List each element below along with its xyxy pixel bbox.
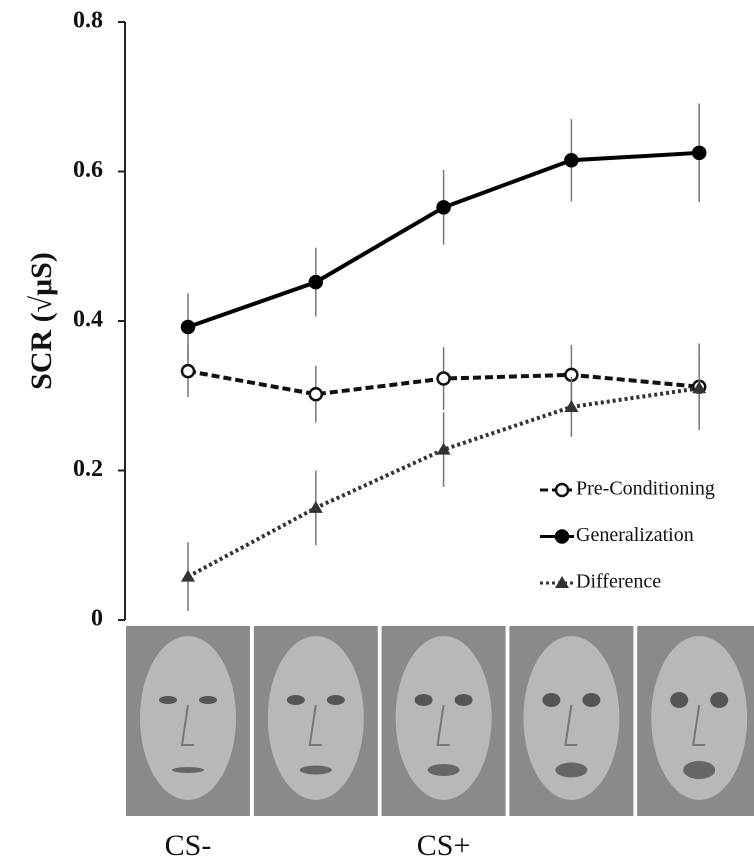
- mouth: [555, 762, 588, 778]
- y-tick-label: 0: [91, 606, 103, 632]
- nose: [180, 704, 194, 746]
- eye: [670, 692, 689, 708]
- marker: [180, 363, 196, 379]
- marker: [692, 381, 707, 394]
- face-image: [126, 626, 250, 816]
- legend-marker: [554, 529, 570, 544]
- mouth: [172, 767, 204, 773]
- series-line: [187, 386, 700, 579]
- face: [395, 636, 492, 800]
- eye: [159, 696, 177, 704]
- face-image: [381, 626, 506, 816]
- marker: [564, 153, 579, 168]
- eye: [542, 693, 561, 707]
- mouth: [299, 765, 332, 775]
- nose: [692, 704, 706, 746]
- eye: [199, 696, 217, 704]
- mouth: [683, 761, 716, 779]
- eye: [286, 695, 305, 705]
- face: [267, 636, 364, 800]
- eye: [582, 693, 601, 707]
- marker: [308, 387, 324, 402]
- legend-label: Generalization: [576, 524, 694, 546]
- legend-label: Difference: [576, 571, 661, 593]
- marker: [180, 319, 196, 335]
- marker: [436, 371, 451, 386]
- face: [140, 636, 236, 800]
- y-tick-label: 0.2: [73, 456, 103, 482]
- x-tick-label: CS-: [165, 829, 212, 862]
- marker: [308, 500, 323, 513]
- mouth: [427, 764, 460, 776]
- face-image: [637, 626, 754, 816]
- face-image: [509, 626, 634, 816]
- marker: [564, 399, 579, 412]
- face: [523, 636, 620, 800]
- nose: [308, 704, 322, 746]
- marker: [691, 145, 707, 161]
- marker: [436, 200, 451, 215]
- legend-label: Pre-Conditioning: [576, 478, 715, 500]
- face: [651, 636, 748, 800]
- marker: [436, 442, 451, 455]
- eye: [414, 694, 433, 706]
- face-image: [253, 626, 378, 816]
- legend-marker: [554, 482, 570, 498]
- nose: [436, 704, 450, 746]
- legend-marker: [555, 576, 569, 588]
- x-tick-label: CS+: [417, 829, 471, 862]
- marker: [181, 569, 195, 582]
- y-tick-label: 0.8: [73, 8, 103, 34]
- y-axis-label: SCR (√μS): [25, 252, 58, 390]
- nose: [564, 704, 578, 746]
- eye: [454, 694, 473, 706]
- eye: [710, 692, 729, 708]
- y-tick-label: 0.4: [73, 307, 103, 333]
- marker: [308, 274, 324, 290]
- eye: [326, 695, 345, 705]
- y-tick-label: 0.6: [73, 157, 103, 183]
